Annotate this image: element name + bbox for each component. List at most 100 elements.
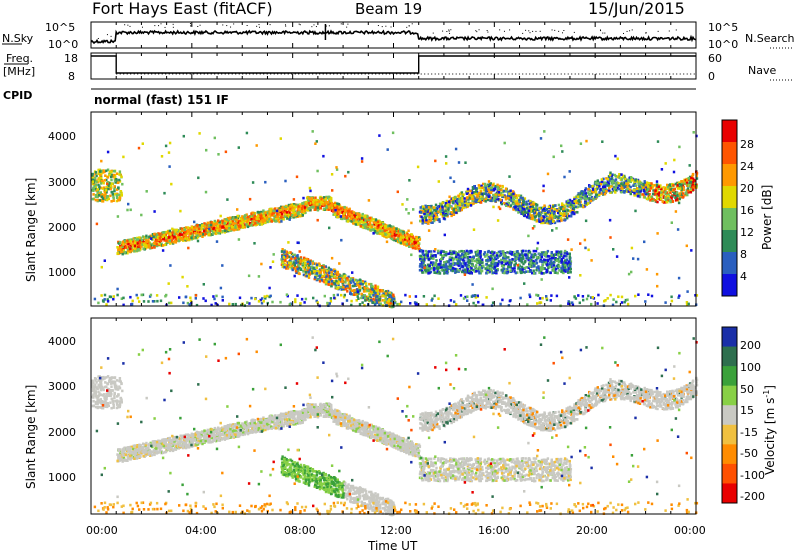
velocity-cell: [358, 425, 361, 429]
velocity-cell: [363, 433, 367, 437]
velocity-cell: [100, 402, 104, 405]
power-cell: [361, 212, 364, 216]
velocity-cell: [399, 446, 402, 449]
power-cell: [112, 173, 116, 177]
power-cell: [95, 174, 98, 178]
power-cell: [399, 236, 402, 239]
velocity-cell: [106, 375, 110, 378]
noise-dot: [298, 23, 300, 25]
velocity-cell: [102, 377, 105, 381]
velocity-cell: [189, 434, 192, 437]
velocity-cell: [206, 428, 209, 432]
power-cell: [356, 222, 359, 225]
power-cell: [306, 203, 309, 207]
power-cell: [201, 235, 204, 238]
power-cell: [276, 212, 279, 216]
velocity-cell: [265, 422, 269, 426]
power-cell: [406, 239, 409, 243]
power-cell: [106, 195, 109, 198]
velocity-cell: [235, 429, 238, 433]
velocity-cell: [133, 444, 137, 447]
velocity-cell: [126, 455, 129, 458]
power-cell: [385, 228, 388, 231]
velocity-cell: [365, 422, 369, 425]
power-cell: [173, 232, 176, 236]
velocity-cell: [121, 452, 124, 456]
power-cell: [373, 226, 377, 230]
power-cell: [175, 236, 179, 239]
velocity-cell: [153, 449, 156, 453]
power-cell: [415, 245, 419, 249]
velocity-cell: [246, 432, 250, 436]
velocity-cell: [98, 400, 101, 404]
velocity-cell: [250, 419, 253, 423]
power-cell: [231, 226, 234, 229]
velocity-cell: [162, 444, 165, 448]
power-cell: [196, 234, 199, 237]
noise-dot: [226, 25, 228, 27]
power-cell: [212, 223, 215, 227]
power-cell: [110, 200, 113, 203]
power-cell: [314, 205, 318, 209]
velocity-cell: [98, 383, 101, 387]
velocity-cell: [204, 434, 208, 437]
power-cell: [103, 190, 107, 194]
power-cell: [97, 187, 101, 191]
velocity-cell: [135, 445, 139, 449]
velocity-cell: [215, 429, 219, 433]
velocity-cell: [344, 424, 347, 427]
power-cell: [290, 208, 293, 212]
velocity-cell: [160, 449, 163, 453]
velocity-cell: [411, 446, 415, 449]
velocity-cell: [304, 409, 307, 413]
power-cell: [370, 225, 374, 228]
velocity-cell: [195, 443, 198, 446]
velocity-cell: [376, 439, 379, 442]
velocity-cell: [327, 410, 330, 413]
power-cell: [261, 221, 264, 224]
velocity-cell: [214, 434, 217, 437]
velocity-cell: [97, 390, 100, 394]
velocity-cell: [171, 438, 174, 442]
power-cell: [182, 233, 185, 237]
power-cell: [250, 218, 253, 221]
velocity-cell: [285, 415, 288, 418]
noise-dot: [258, 26, 260, 28]
power-cell: [352, 213, 356, 216]
velocity-cell: [92, 396, 95, 399]
power-cell: [287, 215, 291, 219]
power-cell: [251, 223, 254, 227]
velocity-cell: [358, 422, 361, 425]
velocity-cell: [193, 436, 196, 440]
velocity-cell: [137, 453, 140, 456]
velocity-cell: [198, 441, 202, 445]
power-cell: [149, 234, 152, 238]
velocity-cell: [108, 388, 111, 392]
power-cell: [203, 222, 206, 225]
power-cell: [98, 179, 101, 182]
velocity-cell: [196, 441, 199, 445]
velocity-cell: [276, 425, 279, 429]
power-cell: [204, 227, 208, 230]
noise-dot: [476, 31, 478, 33]
velocity-cell: [177, 447, 180, 450]
power-cell: [350, 217, 353, 220]
velocity-cell: [346, 427, 350, 430]
velocity-cell: [335, 413, 338, 416]
velocity-cell: [178, 440, 182, 444]
power-cell: [200, 226, 203, 230]
power-cell: [99, 182, 103, 185]
power-cell: [348, 214, 351, 218]
velocity-cell: [231, 433, 234, 436]
velocity-cell: [300, 417, 304, 421]
power-cell: [307, 201, 310, 205]
power-cell: [320, 200, 323, 204]
power-cell: [272, 209, 275, 213]
power-cell: [402, 230, 405, 234]
power-cell: [364, 220, 367, 224]
power-cell: [299, 205, 302, 208]
power-cell: [111, 193, 114, 196]
velocity-cell: [410, 440, 414, 444]
velocity-cell: [203, 432, 206, 436]
